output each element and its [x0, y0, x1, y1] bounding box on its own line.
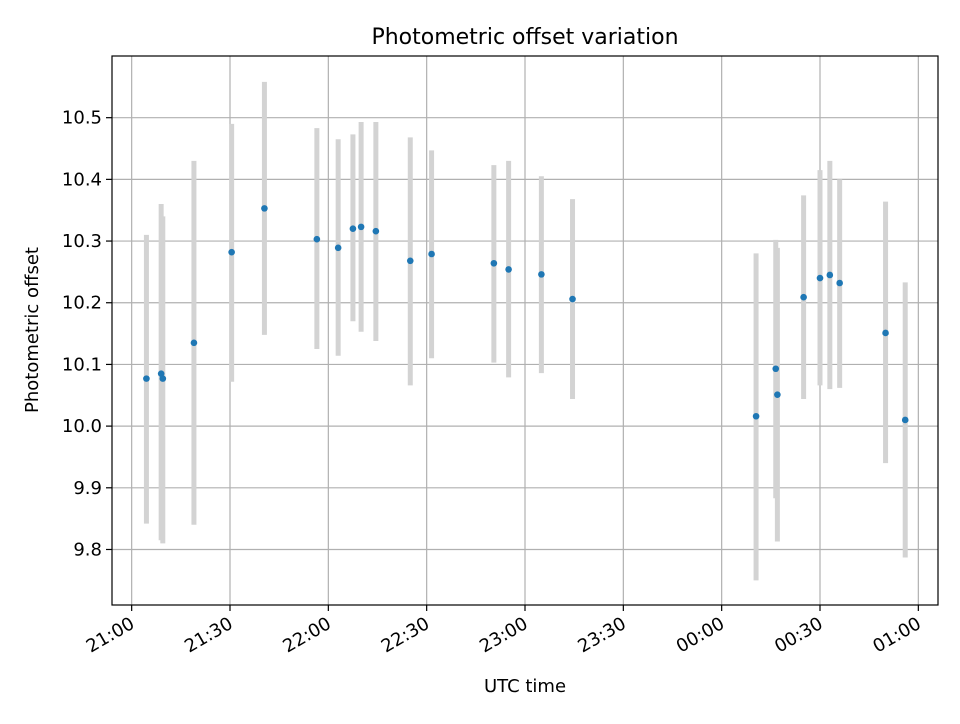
data-point [428, 250, 435, 258]
y-axis-ticks: 9.8 9.9 10.0 10.1 10.2 10.3 10.4 10.5 [62, 108, 112, 560]
y-tick-label: 10.1 [62, 354, 102, 375]
data-point [143, 375, 150, 382]
y-tick-label: 9.8 [73, 539, 102, 560]
data-point [816, 274, 824, 282]
data-point [826, 271, 834, 279]
data-point [901, 416, 909, 424]
y-tick-label: 10.2 [62, 293, 102, 314]
data-point [882, 329, 889, 337]
y-tick-label: 10.5 [62, 108, 102, 129]
chart-title: Photometric offset variation [371, 25, 678, 50]
data-point [159, 375, 167, 382]
data-point [774, 391, 781, 398]
data-point [406, 257, 414, 265]
y-tick-label: 10.4 [62, 169, 102, 190]
y-tick-label: 10.0 [62, 416, 102, 437]
data-point [313, 235, 321, 243]
y-tick-label: 9.9 [73, 478, 102, 499]
data-point [800, 293, 807, 301]
data-point [772, 365, 780, 373]
data-point [372, 227, 380, 235]
data-point [538, 271, 545, 278]
y-tick-label: 10.3 [62, 231, 102, 252]
data-point [752, 412, 760, 420]
data-point [228, 248, 235, 256]
data-point [490, 259, 498, 267]
data-point [349, 225, 357, 233]
data-point [261, 205, 268, 212]
grid [112, 56, 938, 605]
data-point [357, 223, 365, 231]
data-point [190, 339, 198, 347]
x-axis-title: UTC time [484, 676, 566, 697]
data-point [505, 266, 512, 273]
data-point [836, 279, 843, 287]
y-axis-title: Photometric offset [22, 247, 43, 413]
data-point [334, 244, 342, 252]
data-points [143, 205, 909, 424]
data-point [569, 295, 576, 303]
